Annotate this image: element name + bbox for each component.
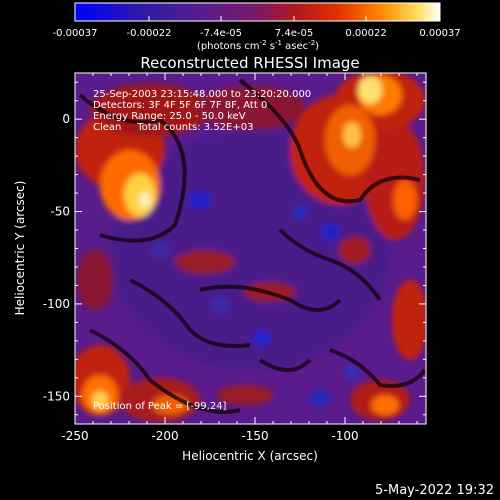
annotation-line: 25-Sep-2003 23:15:48.000 to 23:20:20.000 (93, 89, 311, 100)
colorbar-tick-label: -7.4e-05 (200, 28, 242, 39)
colorbar-ticks: -0.00037 -0.00022 -7.4e-05 7.4e-05 0.00022 0.… (53, 16, 461, 39)
annotation-line: Detectors: 3F 4F 5F 6F 7F 8F, Att 0 (93, 100, 267, 111)
chart-title: Reconstructed RHESSI Image (140, 54, 359, 72)
annotation-block: 25-Sep-2003 23:15:48.000 to 23:20:20.000… (93, 89, 311, 133)
y-tick-label: 0 (62, 112, 70, 126)
y-axis-label: Heliocentric Y (arcsec) (13, 181, 27, 316)
colorbar-tick-label: -0.00022 (127, 28, 172, 39)
colorbar-tick-label: 0.00022 (345, 28, 386, 39)
colorbar-tick-label: 7.4e-05 (275, 28, 313, 39)
x-tick-label: -150 (241, 429, 268, 443)
y-tick-label: -100 (43, 297, 70, 311)
footer-timestamp: 5-May-2022 19:32 (375, 483, 494, 498)
y-tick-label: -50 (50, 205, 70, 219)
y-tick-label: -150 (43, 389, 70, 403)
x-tick-label: -250 (61, 429, 88, 443)
colorbar-unit: (photons cm-2 s-1 asec-2) (197, 39, 319, 52)
x-tick-label: -200 (151, 429, 178, 443)
annotation-line: Energy Range: 25.0 - 50.0 keV (93, 111, 246, 122)
colorbar-gradient (74, 2, 441, 22)
colorbar-tick-label: 0.00037 (419, 28, 460, 39)
y-axis-ticks: 0 -50 -100 -150 (43, 81, 426, 416)
peak-position-label: Position of Peak = [-99,24] (93, 401, 227, 412)
colorbar: -0.00037 -0.00022 -7.4e-05 7.4e-05 0.00022 0.… (53, 2, 461, 52)
annotation-line: Clean Total counts: 3.52E+03 (93, 122, 253, 133)
x-tick-label: -100 (331, 429, 358, 443)
colorbar-tick-label: -0.00037 (53, 28, 98, 39)
x-axis-ticks: -250 -200 -150 -100 (61, 73, 418, 443)
x-axis-label: Heliocentric X (arcsec) (182, 449, 318, 463)
heatmap-image (75, 73, 426, 424)
